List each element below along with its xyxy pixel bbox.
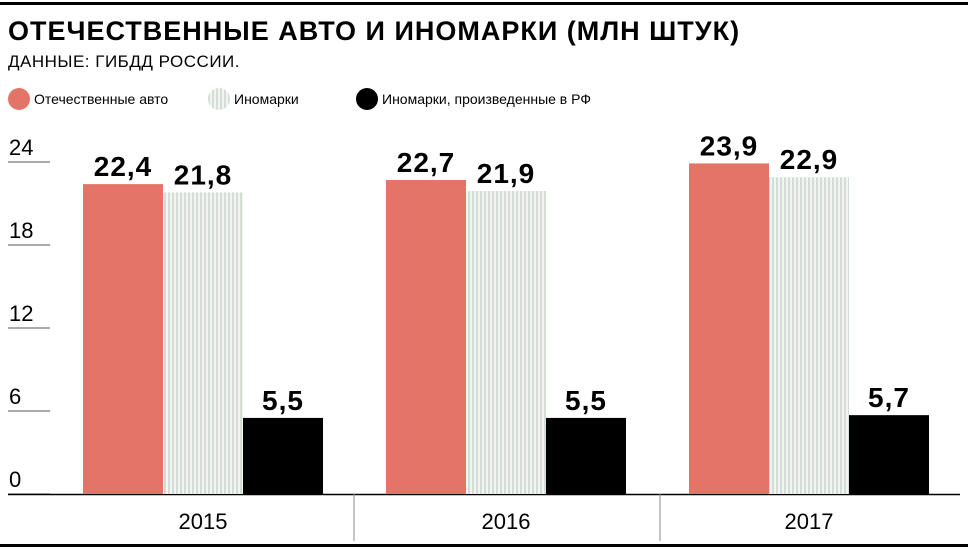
y-tick-label: 0 [9, 467, 21, 492]
legend-label-foreign: Иномарки [234, 91, 299, 107]
data-label: 23,9 [700, 130, 759, 161]
data-label: 21,8 [174, 159, 233, 190]
data-label: 22,9 [780, 144, 839, 175]
bar-foreign [769, 177, 849, 494]
x-category-label: 2015 [179, 509, 228, 534]
bar-foreign-local [849, 415, 929, 494]
bar-domestic [689, 163, 769, 494]
y-tick-label: 6 [9, 384, 21, 409]
data-label: 22,4 [94, 151, 153, 182]
legend-swatch-domestic [8, 88, 30, 110]
data-label: 5,7 [868, 382, 910, 413]
data-label: 21,9 [477, 158, 536, 189]
bar-domestic [386, 179, 466, 494]
bar-domestic [83, 184, 163, 494]
x-category-label: 2017 [785, 509, 834, 534]
bar-foreign [466, 191, 546, 495]
legend: Отечественные авто Иномарки Иномарки, пр… [8, 88, 958, 114]
legend-item-foreign: Иномарки [208, 88, 299, 110]
legend-swatch-foreign [208, 88, 230, 110]
y-tick-label: 18 [9, 218, 33, 243]
bar-foreign [163, 192, 243, 494]
legend-item-foreign-local: Иномарки, произведенные в РФ [356, 88, 591, 110]
y-tick-label: 12 [9, 301, 33, 326]
bar-foreign-local [546, 417, 626, 494]
data-label: 5,5 [565, 385, 607, 416]
y-tick-label: 24 [9, 135, 33, 160]
data-label: 5,5 [262, 385, 304, 416]
legend-label-domestic: Отечественные авто [34, 91, 169, 107]
legend-label-foreign-local: Иномарки, произведенные в РФ [382, 91, 591, 107]
data-label: 22,7 [397, 147, 456, 178]
legend-swatch-foreign-local [356, 88, 378, 110]
chart-title: ОТЕЧЕСТВЕННЫЕ АВТО И ИНОМАРКИ (МЛН ШТУК) [8, 16, 741, 46]
x-category-label: 2016 [482, 509, 531, 534]
legend-item-domestic: Отечественные авто [8, 88, 168, 110]
bar-foreign-local [243, 417, 323, 494]
chart-subtitle: ДАННЫЕ: ГИБДД РОССИИ. [8, 52, 240, 71]
bottom-rule [0, 544, 968, 547]
top-rule [0, 2, 968, 5]
